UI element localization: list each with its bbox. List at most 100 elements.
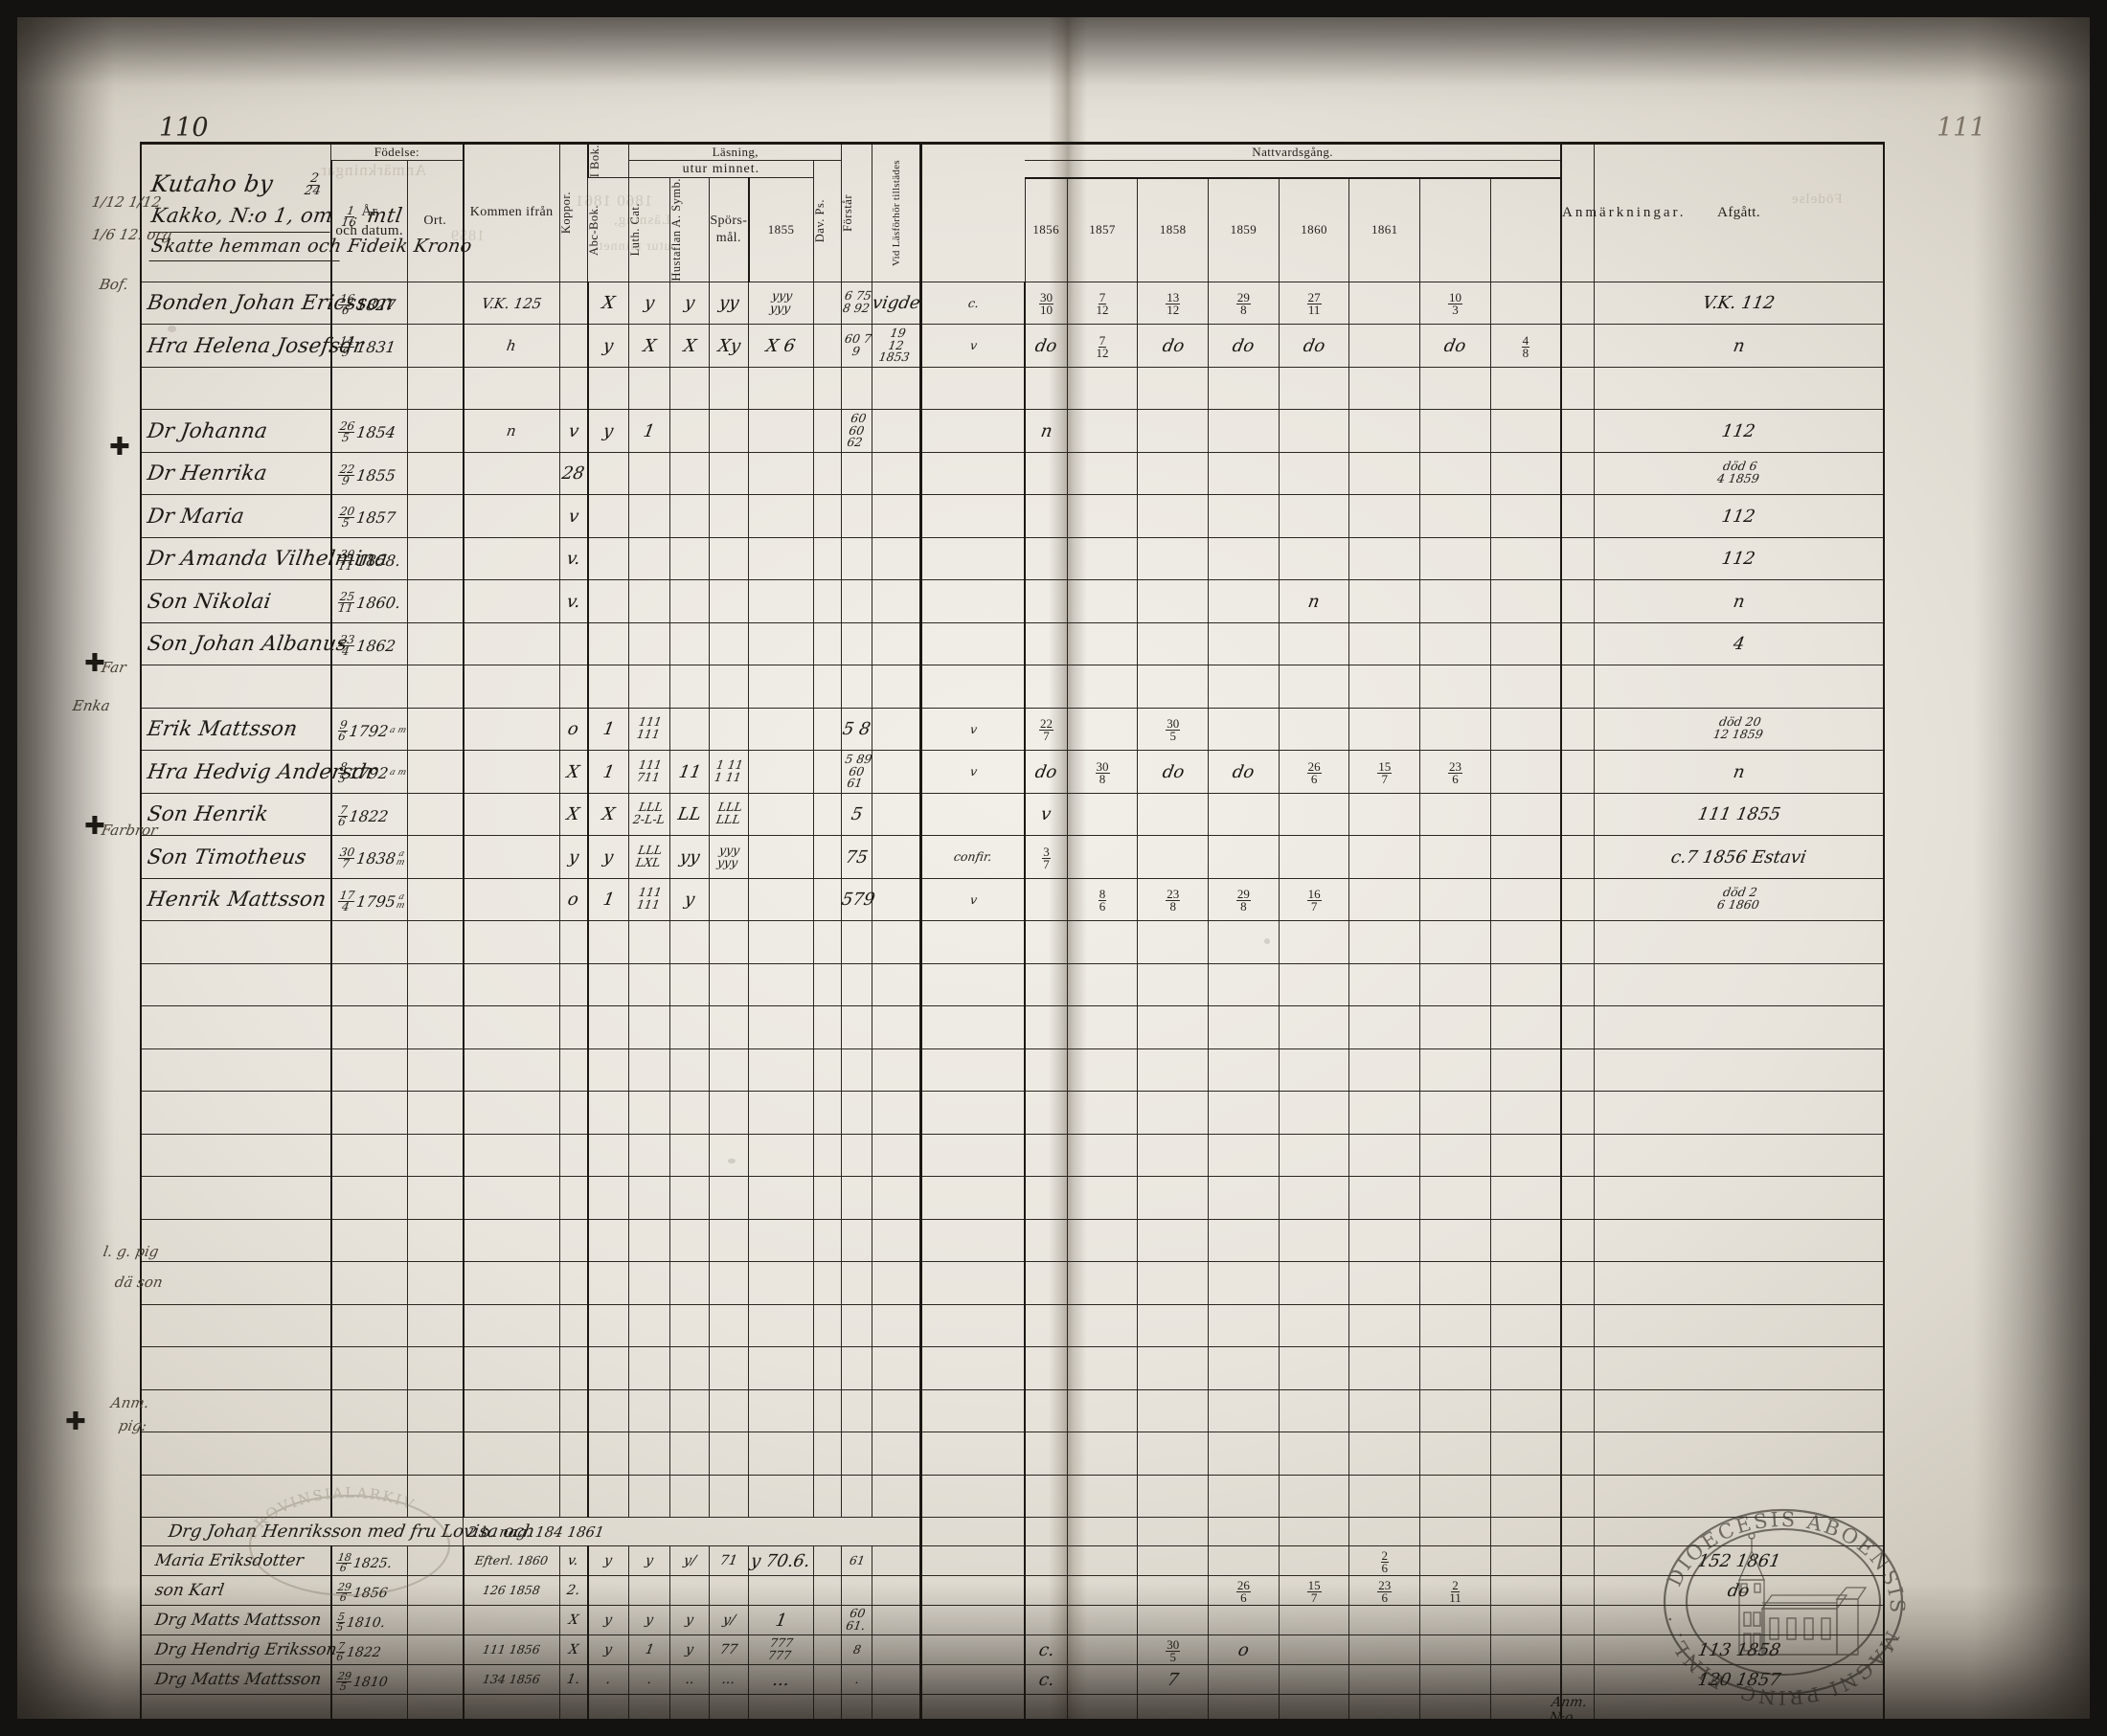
table-row[interactable]: Dr Maria 20 5 1857 v 112 [140,494,1970,538]
name-cell [140,1005,332,1049]
abc-cell: y [628,1545,671,1577]
i-bok-cell: y [586,324,630,368]
nv-marker-cell [919,536,1026,581]
nv-cell-1861 [1419,835,1491,879]
abc-cell [628,366,671,411]
vid-lasforhor-cell [872,1048,923,1093]
nv-marker-cell [919,366,1026,411]
luth-cell: 11 [669,750,711,794]
nv-cell-1861: 10 3 [1419,281,1491,326]
table-row[interactable]: Henrik Mattsson 17 4 1795 a m o 1 111 111 y 579 v 8 6… [140,877,1970,922]
sporsmal-cell [748,494,814,538]
abc-cell: . [628,1664,671,1696]
nv-cell-1856 [1066,835,1139,879]
ort-cell [406,1346,464,1390]
birth-date-cell: 22 9 1855 [329,451,408,496]
nv-cell-1857 [1137,1694,1210,1736]
i-bok-cell [586,1091,630,1135]
vid-lasforhor-cell [872,1091,923,1135]
nv-cell-1859: 15 7 [1278,1575,1350,1607]
dav-ps-cell [812,1218,843,1263]
sporsmal-cell [748,536,814,581]
nv-cell-1858 [1208,451,1280,496]
nv-cell-1858 [1208,579,1280,623]
ort-cell [406,665,464,709]
abc-cell [628,1005,671,1049]
nv-cell-1859 [1278,1517,1350,1547]
vid-lasforhor-cell [872,409,923,453]
ort-cell [406,281,464,326]
anmarkningar-cell [1560,1218,1596,1263]
vid-lasforhor-cell [872,366,923,411]
birth-date-cell: 7 6 1822 [329,1635,408,1666]
birth-date-cell [329,1303,408,1348]
kommen-cell [462,877,560,922]
nv-cell-1861 [1419,1218,1491,1263]
ort-cell [406,835,464,879]
koppor-cell [558,281,589,326]
name-cell: Hra Hedvig Andersdr [140,750,378,794]
hustaflan-cell [709,962,750,1007]
table-row[interactable]: Dr Amanda Vilhelmina 30 11 1858. v. 112 [140,536,1970,581]
table-row-empty [140,1091,1970,1135]
dav-ps-cell [812,494,843,538]
kommen-cell: 126 1858 [462,1575,560,1607]
table-row[interactable]: Son Nikolai 25 11 1860. v. n n [140,579,1970,623]
nv-cell-1859 [1278,920,1350,964]
nv-cell-1857 [1137,621,1210,666]
nv-cell-1860 [1348,1176,1421,1220]
sporsmal-cell: yyy yyy [748,281,814,326]
nv-cell-1859 [1278,1218,1350,1263]
luth-cell [669,1303,711,1348]
abc-cell [628,1218,671,1263]
forstar-cell: 60 60 62 [841,409,873,453]
anmarkningar-cell [1560,579,1596,623]
luth-cell: y [669,1635,711,1666]
i-bok-cell: y [586,1605,630,1636]
dav-ps-cell [812,366,843,411]
nv-extra-cell [1489,1432,1562,1476]
header-abc-bok: Abc-Bok. [587,177,630,282]
nv-cell-1861 [1419,877,1491,922]
birth-date-cell [329,962,408,1007]
nv-cell-1860 [1348,1005,1421,1049]
ort-cell [406,1048,464,1093]
ort-cell [406,750,464,794]
nv-cell-1858 [1208,494,1280,538]
nv-extra-cell [1489,707,1562,752]
svg-text:PROVINSIALARKIV: PROVINSIALARKIV [243,1484,418,1542]
name-cell [140,1218,332,1263]
vid-lasforhor-cell [872,579,923,623]
nv-cell-1856 [1066,494,1139,538]
koppor-cell: v. [558,579,589,623]
birth-date-cell: 20 5 1857 [329,494,408,538]
anmarkningar-cell [1560,1605,1596,1636]
nv-cell-1857 [1137,1091,1210,1135]
birth-date-cell: 30 7 1838 a m [329,835,408,879]
table-row[interactable]: Son Henrik 7 6 1822 X X LLL 2-L-L LL LLL LLL 5 v 111 … [140,792,1970,837]
table-row[interactable]: Son Timotheus 30 7 1838 a m y y LLL LXL yy yyy yyy 7… [140,835,1970,879]
table-row[interactable]: Son Johan Albanus 23 4 1862 4 [140,621,1970,666]
nv-cell-1859 [1278,1091,1350,1135]
ort-cell [406,409,464,453]
vid-lasforhor-cell [872,1176,923,1220]
birth-date-cell [329,665,408,709]
vid-lasforhor-cell [872,1474,923,1519]
nv-cell-1856: 7 12 [1066,324,1139,368]
nv-cell-1860 [1348,1694,1421,1736]
luth-cell: 1 [669,1694,711,1736]
nv-cell-1858 [1208,1048,1280,1093]
forstar-cell [841,1261,873,1305]
i-bok-cell [586,920,630,964]
abc-cell [628,962,671,1007]
table-row[interactable]: Hra Hedvig Andersdr 8 5 1792 a m X 1 111 711 11 1 … [140,750,1970,794]
nv-marker-cell [919,1261,1026,1305]
table-row[interactable]: Erik Mattsson 9 6 1792 a m o 1 111 111 5 8 v 22 7 30 5… [140,707,1970,752]
nv-extra-cell [1489,409,1562,453]
table-row[interactable]: Dr Johanna 26 5 1854 n v y 1 60 60 62 n 112 [140,409,1970,453]
hustaflan-cell [709,1005,750,1049]
name-cell: Son Nikolai [140,579,332,623]
